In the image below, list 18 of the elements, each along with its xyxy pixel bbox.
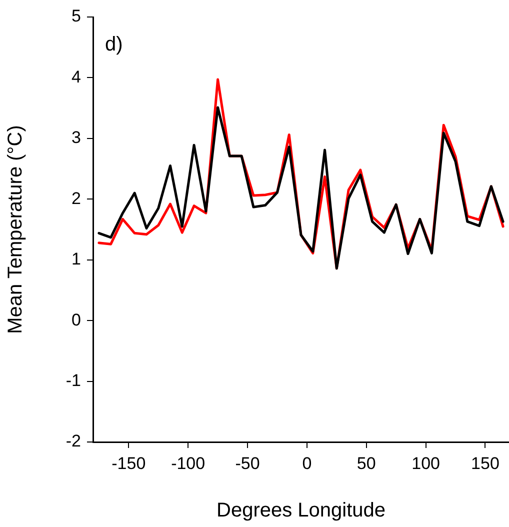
y-tick-label: 2	[72, 188, 81, 208]
x-tick-label: -100	[171, 454, 206, 473]
x-tick-label: -150	[112, 454, 146, 473]
y-tick-label: -2	[66, 432, 81, 451]
x-tick-label: 50	[356, 454, 376, 473]
y-tick-label: 3	[72, 128, 81, 148]
y-axis-title: Mean Temperature (°C)	[4, 125, 27, 334]
y-tick-label: -1	[66, 370, 81, 390]
x-tick-label: -50	[235, 454, 260, 473]
x-axis-title: Degrees Longitude	[216, 500, 386, 522]
x-tick-label: 100	[412, 454, 440, 473]
y-tick-label: 4	[72, 67, 81, 86]
annotation: d)	[105, 34, 123, 56]
x-tick-label: 150	[471, 454, 500, 473]
y-tick-label: 0	[72, 310, 81, 330]
y-tick-label: 5	[72, 6, 81, 26]
x-tick-label: 0	[302, 454, 312, 473]
y-tick-label: 1	[72, 250, 81, 269]
